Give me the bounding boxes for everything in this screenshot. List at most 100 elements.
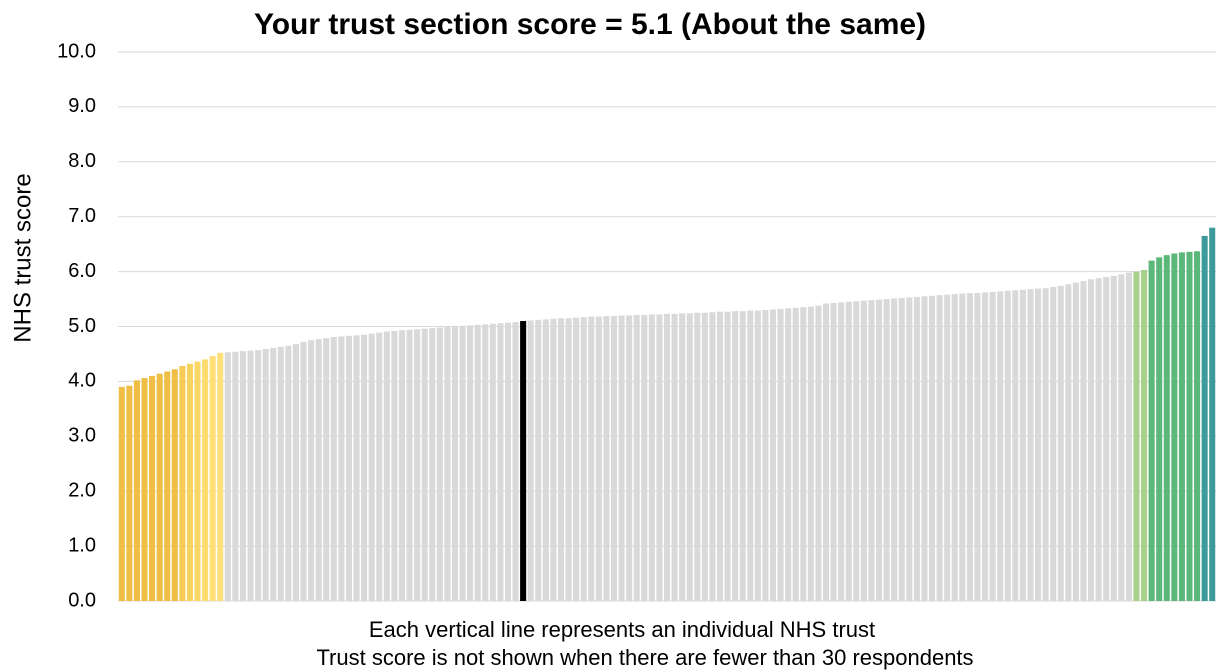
bar	[762, 310, 769, 601]
bar	[1004, 290, 1011, 601]
bar	[361, 334, 368, 601]
bar	[1209, 227, 1216, 601]
bar	[921, 296, 928, 601]
bar	[1186, 251, 1193, 601]
bar	[686, 313, 693, 601]
bar	[186, 363, 193, 601]
bar	[527, 320, 534, 601]
bar	[671, 313, 678, 601]
bar	[860, 300, 867, 601]
bar	[845, 301, 852, 601]
bar	[1133, 271, 1140, 601]
bar	[542, 319, 549, 601]
bar	[330, 336, 337, 601]
bar	[868, 300, 875, 601]
bar	[838, 302, 845, 601]
bar	[368, 333, 375, 601]
bar	[338, 336, 345, 601]
bar	[406, 329, 413, 601]
bar	[716, 311, 724, 601]
bar	[603, 316, 610, 601]
bar	[739, 311, 746, 601]
bar	[1125, 272, 1132, 601]
y-tick-label: 6.0	[68, 260, 96, 282]
bar	[595, 316, 602, 601]
bar	[414, 329, 421, 601]
bar	[512, 322, 519, 601]
bar	[610, 316, 618, 601]
y-tick-label: 4.0	[68, 370, 96, 392]
bar	[974, 293, 981, 601]
bar	[1118, 274, 1125, 601]
bar	[383, 331, 390, 601]
bar	[520, 321, 527, 601]
y-tick-label: 0.0	[68, 589, 96, 611]
bar	[769, 309, 777, 601]
bar	[913, 296, 920, 601]
bar	[1178, 252, 1185, 601]
bar	[164, 371, 171, 601]
bar	[391, 330, 398, 601]
bar	[565, 318, 572, 601]
y-tick-label: 3.0	[68, 425, 96, 447]
bar	[754, 310, 761, 601]
bar	[1201, 235, 1208, 602]
bar	[194, 361, 201, 601]
bar	[224, 352, 231, 601]
bar	[398, 330, 405, 601]
bar	[626, 315, 633, 601]
bar	[701, 312, 708, 601]
bar	[550, 318, 557, 601]
bar	[633, 314, 640, 601]
bar	[573, 317, 580, 601]
bar	[1035, 288, 1042, 601]
bar	[315, 339, 322, 601]
bar	[951, 294, 958, 601]
bar	[792, 307, 799, 601]
footnote: Trust score is not shown when there are …	[316, 645, 973, 670]
bar	[906, 297, 913, 601]
y-tick-label: 1.0	[68, 534, 96, 556]
bar	[1103, 277, 1110, 601]
bar	[724, 311, 731, 601]
bar	[1072, 282, 1079, 601]
bar	[141, 378, 148, 601]
bar	[482, 324, 489, 601]
bar	[875, 299, 883, 601]
bar	[641, 314, 648, 601]
bar	[656, 314, 663, 601]
bar	[232, 351, 239, 601]
bar	[239, 351, 246, 601]
bar	[830, 302, 837, 601]
bar	[883, 299, 890, 601]
bar	[308, 340, 315, 601]
bar	[209, 356, 216, 601]
y-axis-label: NHS trust score	[9, 173, 36, 342]
bar	[156, 373, 163, 601]
bar	[936, 295, 943, 601]
bar	[277, 346, 284, 601]
bar	[255, 350, 262, 601]
bar	[171, 369, 178, 601]
bar	[663, 313, 671, 601]
bar	[474, 324, 481, 601]
bar	[1095, 278, 1102, 601]
bar	[648, 314, 655, 601]
bar	[822, 303, 830, 601]
bar	[1110, 275, 1117, 601]
bar	[891, 298, 898, 601]
bar	[966, 293, 973, 601]
bar	[944, 294, 951, 601]
bar	[580, 317, 587, 601]
bar	[1163, 255, 1170, 601]
bar	[1057, 285, 1064, 601]
bar	[535, 319, 542, 601]
y-tick-label: 9.0	[68, 95, 96, 117]
bar	[345, 335, 352, 601]
bar	[179, 366, 186, 601]
bar	[982, 292, 989, 601]
bar	[1141, 269, 1148, 601]
bar	[489, 323, 496, 601]
bar	[376, 332, 383, 601]
